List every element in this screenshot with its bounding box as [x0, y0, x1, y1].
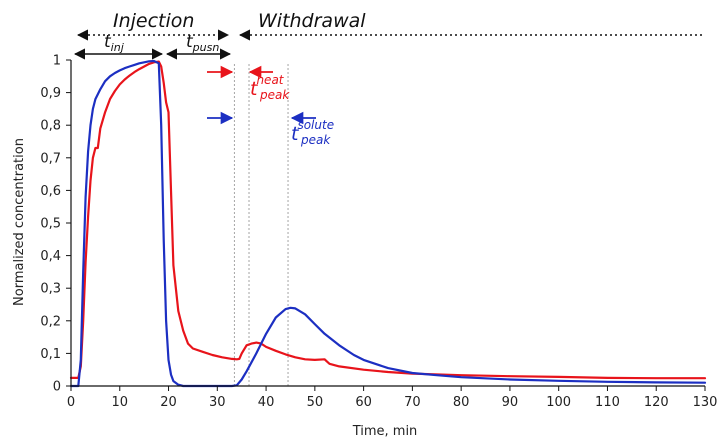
- y-tick-label: 0,2: [40, 314, 61, 329]
- y-tick-label: 1: [53, 54, 61, 69]
- y-tick-label: 0,1: [40, 347, 61, 362]
- x-tick-label: 20: [160, 395, 177, 410]
- y-axis-title: Normalized concentration: [12, 138, 27, 306]
- x-tick-label: 120: [644, 395, 669, 410]
- t-peak-heat-label: theat peak: [250, 73, 290, 102]
- injection-label: Injection: [113, 10, 194, 32]
- y-tick-label: 0,3: [40, 282, 61, 297]
- x-tick-label: 130: [693, 395, 717, 410]
- y-tick-label: 0,8: [40, 119, 61, 134]
- t-peak-solute-label: tsolute peak: [291, 118, 334, 147]
- y-tick-label: 0,4: [40, 249, 61, 264]
- x-tick-label: 60: [355, 395, 372, 410]
- y-ticks: 0 0,1 0,2 0,3 0,4 0,5 0,6 0,7 0,8 0,9 1: [40, 54, 71, 395]
- peak-annotations: theat peak tsolute peak: [207, 65, 334, 147]
- y-tick-label: 0,6: [40, 184, 61, 199]
- guide-lines: [233, 64, 289, 386]
- x-tick-label: 50: [307, 395, 324, 410]
- x-tick-label: 30: [209, 395, 226, 410]
- x-axis-title: Time, min: [352, 424, 418, 439]
- x-tick-label: 110: [595, 395, 620, 410]
- x-tick-label: 0: [67, 395, 75, 410]
- phase-annotations: Injection Withdrawal tinj tpusn: [73, 10, 705, 60]
- y-tick-label: 0: [53, 380, 61, 395]
- series-group: [69, 59, 707, 388]
- y-tick-label: 0,9: [40, 86, 61, 101]
- series-line-blue: [69, 59, 707, 388]
- x-ticks: 0 10 20 30 40 50 60 70 80 90 100 110 120 130: [67, 386, 717, 410]
- x-tick-label: 100: [546, 395, 571, 410]
- y-tick-label: 0,5: [40, 217, 61, 232]
- x-tick-label: 40: [258, 395, 275, 410]
- y-tick-label: 0,7: [40, 151, 61, 166]
- x-tick-label: 80: [453, 395, 470, 410]
- x-tick-label: 90: [502, 395, 519, 410]
- x-tick-label: 10: [111, 395, 128, 410]
- series-line-red: [69, 60, 707, 380]
- withdrawal-label: Withdrawal: [258, 10, 366, 32]
- x-tick-label: 70: [404, 395, 421, 410]
